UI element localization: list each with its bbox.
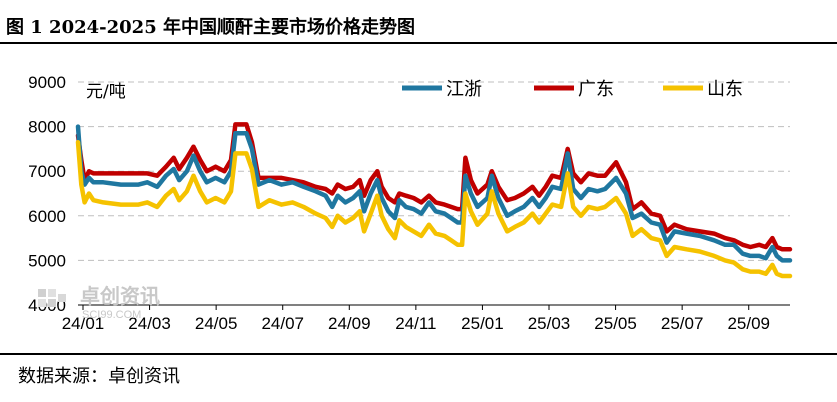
legend-label-jiangzhe: 江浙 [446,79,482,100]
watermark: 卓创资讯 SCI99.COM [38,284,160,321]
y-tick-label: 7000 [28,162,66,181]
series-line-shandong [75,139,793,279]
watermark-site: SCI99.COM [82,309,141,321]
series-line-guangdong [75,122,793,252]
x-tick-label: 25/01 [461,314,504,333]
watermark-brand: 卓创资讯 [80,284,160,308]
x-tick-label: 24/09 [328,314,371,333]
top-rule [0,42,837,44]
series-lines [75,122,793,279]
x-tick-label: 25/03 [528,314,571,333]
x-tick-label: 25/07 [661,314,704,333]
x-tick-label: 24/03 [128,314,171,333]
unit-label: 元/吨 [86,82,126,102]
price-line-chart: 4000 5000 6000 7000 8000 9000 24/01 24/03 24/05… [28,73,793,333]
legend-label-guangdong: 广东 [578,79,614,100]
legend: 江浙 广东 山东 [402,79,743,100]
x-tick-label: 24/07 [261,314,304,333]
x-tick-label: 24/01 [62,314,105,333]
bottom-rule [0,353,837,355]
x-axis-ticks: 24/01 24/03 24/05 24/07 24/09 24/11 25/01 25/03… [62,304,790,333]
series-line-jiangzhe [75,124,793,263]
y-tick-label: 5000 [28,251,66,270]
x-tick-label: 24/05 [195,314,238,333]
y-tick-label: 8000 [28,118,66,137]
x-tick-label: 24/11 [395,314,436,333]
y-tick-label: 6000 [28,207,66,226]
y-tick-label: 4000 [28,296,66,315]
page-title: 图 1 2024-2025 年中国顺酐主要市场价格走势图 [6,17,415,38]
grid-lines [78,81,790,261]
source-note: 数据来源：卓创资讯 [18,366,180,387]
x-tick-label: 25/05 [594,314,637,333]
y-tick-label: 9000 [28,73,66,92]
y-axis-ticks: 4000 5000 6000 7000 8000 9000 [28,73,66,315]
legend-label-shandong: 山东 [707,79,743,100]
title-bar: 图 1 2024-2025 年中国顺酐主要市场价格走势图 [0,0,837,44]
watermark-logo-icon [38,289,66,307]
x-tick-label: 25/09 [727,314,770,333]
